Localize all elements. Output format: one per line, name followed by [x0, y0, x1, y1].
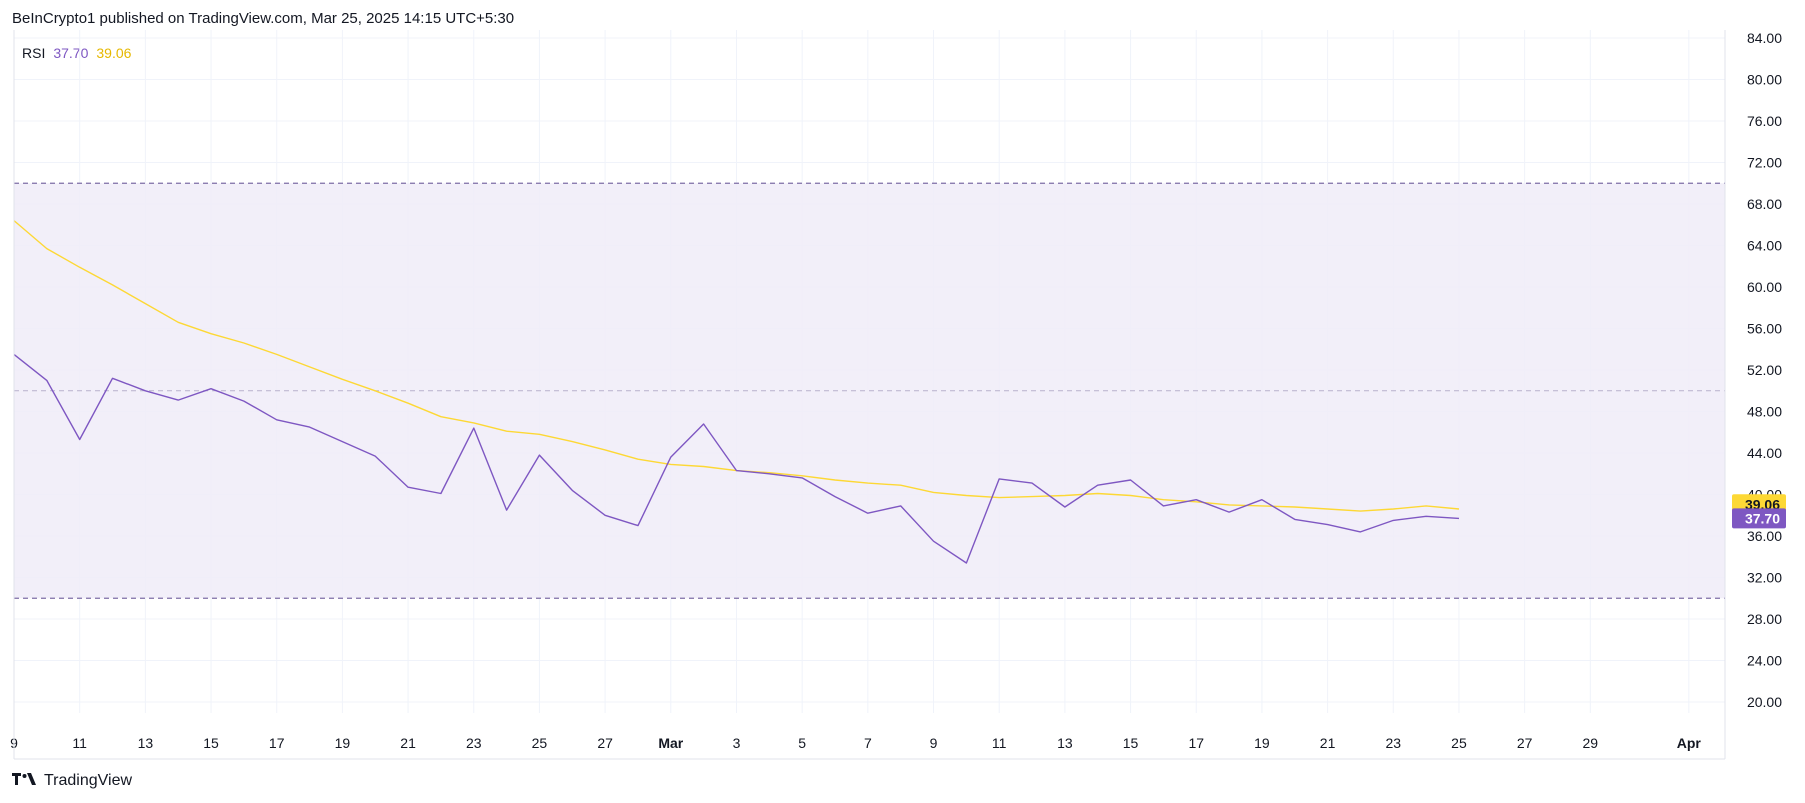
- y-tick-label: 64.00: [1747, 238, 1782, 254]
- y-tick-label: 36.00: [1747, 528, 1782, 544]
- y-tick-label: 76.00: [1747, 113, 1782, 129]
- x-tick-label: 27: [1517, 735, 1533, 751]
- x-tick-label: 17: [1188, 735, 1204, 751]
- ma-last-value-label: 39.06: [1745, 496, 1780, 512]
- tradingview-logo-text: TradingView: [44, 772, 133, 789]
- x-tick-label: 11: [72, 735, 87, 751]
- x-tick-label: 11: [992, 735, 1007, 751]
- x-tick-label: 19: [1254, 735, 1270, 751]
- rsi-line: [13, 353, 1460, 564]
- x-tick-label: 25: [532, 735, 548, 751]
- x-tick-label: Mar: [658, 735, 683, 751]
- x-tick-label: 9: [930, 735, 938, 751]
- x-tick-label: 23: [1385, 735, 1401, 751]
- rsi-band: [14, 182, 1725, 599]
- x-tick-label: 5: [798, 735, 806, 751]
- rsi-last-value-label: 37.70: [1745, 510, 1780, 526]
- x-tick-label: 19: [335, 735, 351, 751]
- x-tick-label: Apr: [1677, 735, 1702, 751]
- indicator-name[interactable]: RSI: [22, 45, 46, 61]
- ma-value: 39.06: [96, 45, 132, 61]
- y-tick-label: 32.00: [1747, 570, 1782, 586]
- x-tick-label: 17: [269, 735, 285, 751]
- tradingview-logo-icon: [12, 772, 38, 790]
- y-tick-label: 52.00: [1747, 362, 1782, 378]
- y-tick-label: 60.00: [1747, 279, 1782, 295]
- x-tick-label: 21: [400, 735, 416, 751]
- tradingview-brand[interactable]: TradingView: [12, 772, 132, 790]
- y-tick-label: 20.00: [1747, 694, 1782, 710]
- x-tick-label: 23: [466, 735, 482, 751]
- y-tick-label: 24.00: [1747, 653, 1782, 669]
- x-tick-label: 21: [1320, 735, 1336, 751]
- y-tick-label: 56.00: [1747, 321, 1782, 337]
- y-tick-label: 28.00: [1747, 611, 1782, 627]
- y-tick-label: 84.00: [1747, 30, 1782, 46]
- rsi-last-value-badge: [1732, 508, 1786, 529]
- x-tick-label: 13: [1057, 735, 1073, 751]
- series-lines: [13, 220, 1460, 564]
- publish-info: BeInCrypto1 published on TradingView.com…: [12, 10, 515, 27]
- x-tick-label: 15: [203, 735, 219, 751]
- x-tick-label: 7: [864, 735, 872, 751]
- y-tick-label: 48.00: [1747, 404, 1782, 420]
- y-tick-label: 80.00: [1747, 72, 1782, 88]
- x-tick-label: 29: [1583, 735, 1599, 751]
- y-tick-label: 44.00: [1747, 445, 1782, 461]
- x-tick-label: 27: [597, 735, 613, 751]
- rsi-chart[interactable]: 84.00 80.00 76.00 72.00 68.00 64.00 60.00 56.00…: [0, 0, 1805, 770]
- y-tick-label: 68.00: [1747, 196, 1782, 212]
- axes: 84.00 80.00 76.00 72.00 68.00 64.00 60.00 56.00…: [10, 30, 1782, 760]
- x-tick-label: 13: [138, 735, 154, 751]
- x-tick-label: 3: [733, 735, 741, 751]
- x-tick-label: 15: [1123, 735, 1139, 751]
- y-tick-label: 72.00: [1747, 155, 1782, 171]
- x-tick-label: 25: [1451, 735, 1467, 751]
